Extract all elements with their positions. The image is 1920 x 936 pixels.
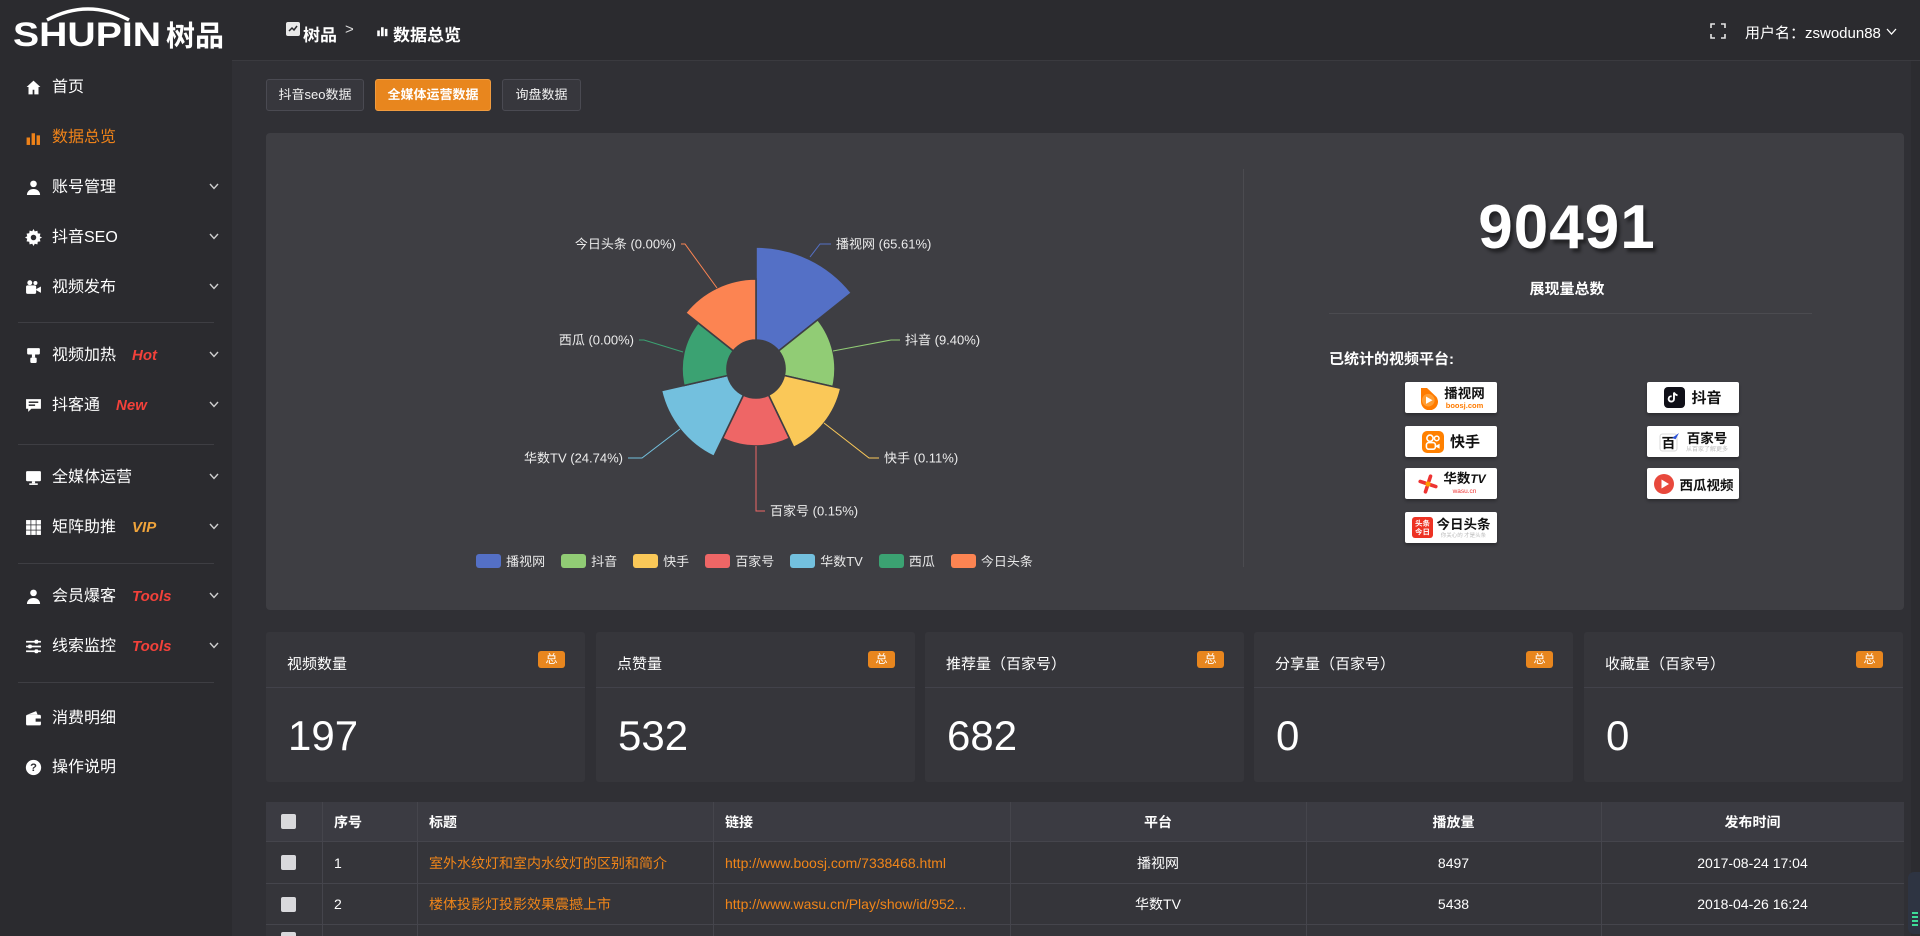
svg-text:今日: 今日 [1415, 526, 1430, 537]
svg-text:今日头条 (0.00%): 今日头条 (0.00%) [575, 237, 676, 252]
svg-text:抖音 (9.40%): 抖音 (9.40%) [905, 333, 980, 348]
svg-text:SHUPIN: SHUPIN [13, 16, 161, 54]
svg-text:百家号 (0.15%): 百家号 (0.15%) [770, 504, 858, 519]
svg-text:快手 (0.11%): 快手 (0.11%) [884, 451, 958, 466]
svg-text:头条: 头条 [1415, 518, 1431, 529]
svg-text:播视网 (65.61%): 播视网 (65.61%) [836, 237, 931, 252]
svg-text:?: ? [30, 762, 37, 774]
svg-text:华数TV (24.74%): 华数TV (24.74%) [524, 451, 623, 466]
svg-text:西瓜 (0.00%): 西瓜 (0.00%) [559, 333, 634, 348]
svg-text:百: 百 [1661, 433, 1675, 453]
svg-text:树品: 树品 [166, 13, 224, 55]
